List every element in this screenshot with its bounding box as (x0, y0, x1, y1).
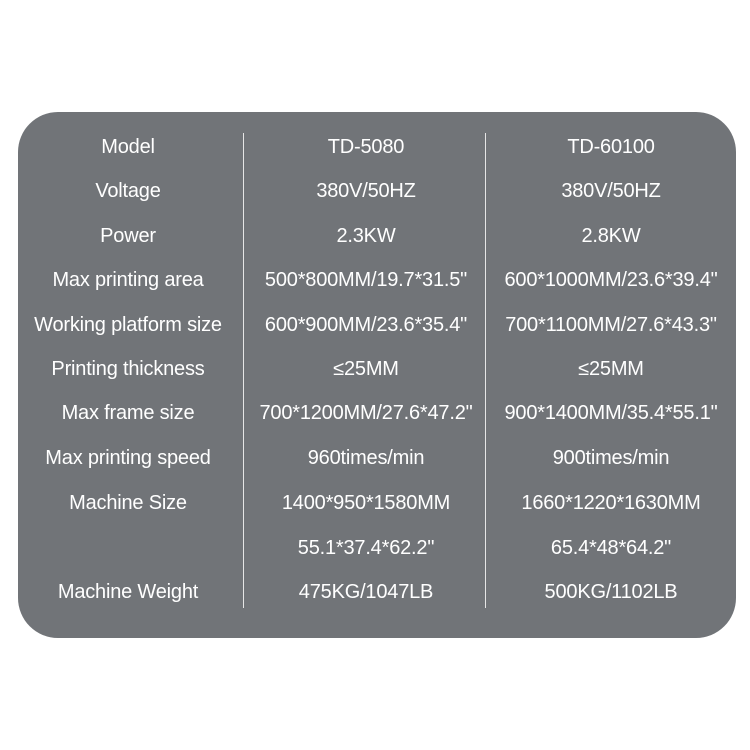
td-5080-value: 380V/50HZ (316, 180, 416, 202)
table-row: Power 2.3KW 2.8KW (0, 221, 750, 251)
row-label: Machine Size (69, 492, 187, 514)
row-label: Power (100, 225, 156, 247)
td-60100-value: 500KG/1102LB (544, 581, 678, 603)
table-row: Max printing speed 960times/min 900times/m… (0, 443, 750, 473)
row-label: Working platform size (34, 314, 222, 336)
table-row: Max printing area 500*800MM/19.7*31.5" 600… (0, 265, 750, 295)
td-60100-value: 600*1000MM/23.6*39.4" (504, 269, 718, 291)
table-row: Machine Size 1400*950*1580MM 1660*1220*163… (0, 488, 750, 518)
td-5080-value: ≤25MM (333, 358, 399, 380)
row-label: Max frame size (61, 402, 195, 424)
td-60100-value: 700*1100MM/27.6*43.3" (505, 314, 717, 336)
column-divider (485, 133, 486, 608)
row-label: Voltage (95, 180, 161, 202)
row-label: Max printing speed (45, 447, 211, 469)
td-5080-value: 960times/min (307, 447, 425, 469)
table-row: Printing thickness ≤25MM ≤25MM (0, 354, 750, 384)
table-row: 55.1*37.4*62.2" 65.4*48*64.2" (0, 533, 750, 563)
td-5080-value: 500*800MM/19.7*31.5" (264, 269, 468, 291)
table-row: Working platform size 600*900MM/23.6*35.4… (0, 310, 750, 340)
td-60100-value: 380V/50HZ (561, 180, 661, 202)
td-5080-value: 600*900MM/23.6*35.4" (264, 314, 468, 336)
table-row: Machine Weight 475KG/1047LB 500KG/1102LB (0, 577, 750, 607)
spec-table-panel (18, 112, 736, 638)
column-divider (243, 133, 244, 608)
td-60100-value: 900times/min (552, 447, 670, 469)
td-60100-value: 1660*1220*1630MM (521, 492, 701, 514)
table-row: Model TD-5080 TD-60100 (0, 132, 750, 162)
row-label: Machine Weight (57, 581, 199, 603)
td-60100-value: ≤25MM (578, 358, 644, 380)
td-5080-value: 1400*950*1580MM (281, 492, 451, 514)
row-label: Model (101, 136, 155, 158)
td-60100-value: 65.4*48*64.2" (550, 537, 672, 559)
table-row: Max frame size 700*1200MM/27.6*47.2" 900*1… (0, 398, 750, 428)
row-label: Max printing area (52, 269, 204, 291)
td-5080-value: 475KG/1047LB (298, 581, 434, 603)
td-5080-value: 55.1*37.4*62.2" (297, 537, 435, 559)
td-60100-value: 2.8KW (581, 225, 641, 247)
td-5080-value: 2.3KW (336, 225, 396, 247)
table-row: Voltage 380V/50HZ 380V/50HZ (0, 176, 750, 206)
td-60100-value: 900*1400MM/35.4*55.1" (504, 402, 718, 424)
td-60100-value: TD-60100 (567, 136, 655, 158)
td-5080-value: TD-5080 (327, 136, 405, 158)
td-5080-value: 700*1200MM/27.6*47.2" (259, 402, 473, 424)
row-label: Printing thickness (51, 358, 205, 380)
